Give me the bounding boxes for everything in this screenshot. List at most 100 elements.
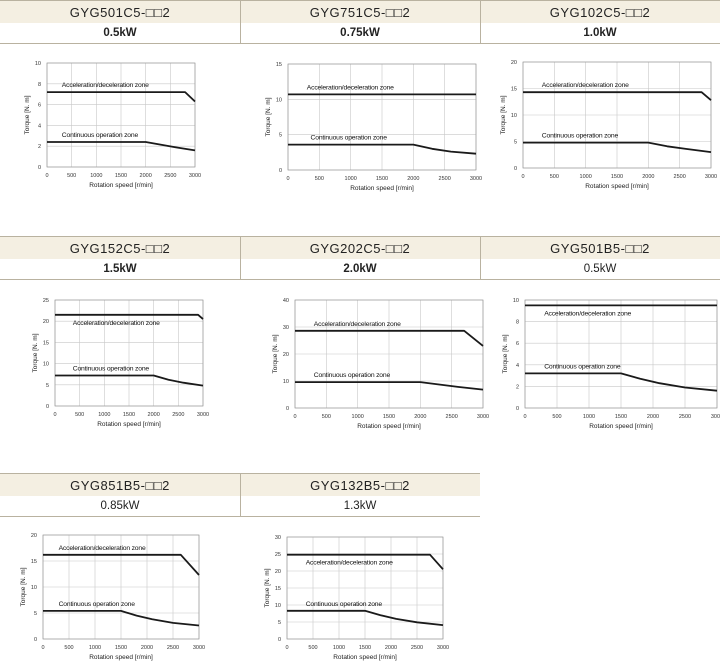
x-tick-label: 0 <box>523 414 526 420</box>
x-tick-label: 500 <box>67 173 76 179</box>
x-tick-label: 2500 <box>679 414 691 420</box>
continuous-zone-label: Continuous operation zone <box>62 132 139 139</box>
torque-chart-6: 0 500 1000 1500 2000 2500 3000 0 2 4 6 8 10 Rotation … <box>502 298 720 430</box>
continuous-zone-label: Continuous operation zone <box>306 601 383 608</box>
acceleration-zone-label: Acceleration/deceleration zone <box>307 84 394 91</box>
continuous-zone-label: Continuous operation zone <box>311 135 388 142</box>
plot-frame <box>286 536 444 640</box>
y-tick-label: 5 <box>34 611 37 617</box>
y-axis-label: Torque [N. m] <box>32 333 39 372</box>
y-tick-label: 0 <box>286 406 289 412</box>
x-tick-label: 500 <box>315 176 324 182</box>
y-axis-label: Torque [N. m] <box>20 567 27 606</box>
model-cell-5: GYG202C5-□□2 2.0kW <box>240 236 480 280</box>
column-divider <box>480 236 481 280</box>
x-tick-label: 1000 <box>583 414 595 420</box>
y-tick-label: 10 <box>513 298 519 304</box>
model-title: GYG132B5-□□2 <box>240 473 480 497</box>
column-divider <box>240 236 241 280</box>
y-axis-label: Torque [N. m] <box>272 334 279 373</box>
y-tick-label: 8 <box>38 82 41 88</box>
x-tick-label: 3000 <box>705 174 717 180</box>
y-tick-label: 0 <box>38 165 41 171</box>
acceleration-zone-line <box>523 91 712 101</box>
y-tick-label: 0 <box>516 406 519 412</box>
y-tick-label: 5 <box>514 140 517 146</box>
y-tick-label: 2 <box>38 144 41 150</box>
plot-frame <box>46 62 196 168</box>
x-tick-label: 0 <box>293 414 296 420</box>
x-tick-label: 1500 <box>359 645 371 651</box>
acceleration-zone-label: Acceleration/deceleration zone <box>544 310 631 317</box>
acceleration-zone-label: Acceleration/deceleration zone <box>306 560 393 567</box>
x-tick-label: 2000 <box>148 412 160 418</box>
acceleration-zone-label: Acceleration/deceleration zone <box>62 82 149 89</box>
x-tick-label: 1500 <box>376 176 388 182</box>
y-tick-label: 30 <box>275 535 281 541</box>
y-tick-label: 20 <box>275 569 281 575</box>
x-tick-label: 1500 <box>115 645 127 651</box>
x-tick-label: 0 <box>286 176 289 182</box>
y-tick-label: 5 <box>46 383 49 389</box>
column-divider <box>480 0 481 44</box>
plot-frame <box>42 534 200 640</box>
y-axis-label: Torque [N. m] <box>502 334 509 373</box>
continuous-zone-label: Continuous operation zone <box>59 601 136 608</box>
x-tick-label: 500 <box>75 412 84 418</box>
x-tick-label: 1000 <box>89 645 101 651</box>
x-tick-label: 3000 <box>197 412 209 418</box>
x-tick-label: 3000 <box>193 645 205 651</box>
power-rating: 0.5kW <box>0 23 240 44</box>
continuous-zone-line <box>523 141 712 153</box>
model-cell-1: GYG501C5-□□2 0.5kW <box>0 0 240 44</box>
y-tick-label: 40 <box>283 298 289 304</box>
y-tick-label: 25 <box>275 552 281 558</box>
y-tick-label: 10 <box>275 603 281 609</box>
x-tick-label: 500 <box>322 414 331 420</box>
x-tick-label: 1000 <box>345 176 357 182</box>
model-title: GYG501C5-□□2 <box>0 0 240 24</box>
x-axis-label: Rotation speed [r/min] <box>357 423 421 430</box>
torque-chart-3: 0 500 1000 1500 2000 2500 3000 0 5 10 15 20 Rotation… <box>500 60 717 190</box>
y-tick-label: 10 <box>283 379 289 385</box>
y-tick-label: 15 <box>276 62 282 68</box>
y-tick-label: 30 <box>283 325 289 331</box>
continuous-zone-line <box>295 381 484 391</box>
x-tick-label: 1500 <box>615 414 627 420</box>
x-axis-label: Rotation speed [r/min] <box>350 185 414 192</box>
x-tick-label: 2500 <box>439 176 451 182</box>
x-tick-label: 2000 <box>140 173 152 179</box>
torque-chart-5: 0 500 1000 1500 2000 2500 3000 0 10 20 30 40 Rotatio… <box>272 298 489 430</box>
y-tick-label: 0 <box>279 168 282 174</box>
model-title: GYG152C5-□□2 <box>0 236 240 260</box>
x-tick-label: 3000 <box>711 414 720 420</box>
x-tick-label: 0 <box>521 174 524 180</box>
x-tick-label: 3000 <box>470 176 482 182</box>
continuous-zone-label: Continuous operation zone <box>542 133 619 140</box>
power-rating: 1.5kW <box>0 259 240 280</box>
y-tick-label: 10 <box>35 61 41 67</box>
power-rating: 0.85kW <box>0 496 240 517</box>
acceleration-zone-label: Acceleration/deceleration zone <box>542 82 629 89</box>
model-cell-7: GYG851B5-□□2 0.85kW <box>0 473 240 517</box>
x-tick-label: 500 <box>64 645 73 651</box>
model-title: GYG102C5-□□2 <box>480 0 720 24</box>
y-tick-label: 8 <box>516 320 519 326</box>
x-axis-label: Rotation speed [r/min] <box>89 182 153 189</box>
torque-chart-8: 0 500 1000 1500 2000 2500 3000 0 5 10 15 20 25 30 Rota… <box>264 535 449 661</box>
y-tick-label: 15 <box>275 586 281 592</box>
x-tick-label: 1000 <box>90 173 102 179</box>
x-axis-label: Rotation speed [r/min] <box>589 423 653 430</box>
y-axis-label: Torque [N. m] <box>265 97 272 136</box>
x-tick-label: 1500 <box>123 412 135 418</box>
y-tick-label: 15 <box>43 340 49 346</box>
x-tick-label: 1000 <box>580 174 592 180</box>
acceleration-zone-line <box>47 91 196 103</box>
x-axis-label: Rotation speed [r/min] <box>89 654 153 661</box>
acceleration-zone-line <box>295 329 484 347</box>
model-title: GYG851B5-□□2 <box>0 473 240 497</box>
continuous-zone-line <box>47 141 196 152</box>
x-tick-label: 1500 <box>115 173 127 179</box>
model-cell-2: GYG751C5-□□2 0.75kW <box>240 0 480 44</box>
y-tick-label: 0 <box>34 637 37 643</box>
